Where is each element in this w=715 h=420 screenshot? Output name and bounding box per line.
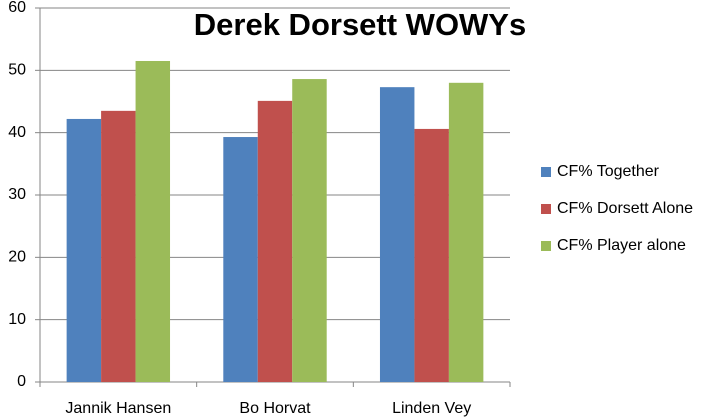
bar (292, 79, 327, 382)
x-tick-label: Jannik Hansen (65, 400, 171, 417)
chart-title: Derek Dorsett WOWYs (194, 7, 526, 42)
bar (223, 137, 258, 382)
legend-swatch (541, 241, 551, 251)
legend-swatch (541, 167, 551, 177)
y-tick-label: 40 (8, 124, 26, 141)
legend-label: CF% Together (557, 163, 660, 180)
y-tick-label: 60 (8, 0, 26, 16)
y-tick-label: 0 (17, 373, 26, 390)
bar (448, 82, 484, 383)
legend-label: CF% Player alone (557, 237, 686, 254)
bar (135, 60, 171, 382)
x-tick-label: Linden Vey (392, 400, 471, 417)
bar (66, 118, 102, 382)
x-tick-label: Bo Horvat (239, 400, 311, 417)
y-tick-label: 20 (8, 249, 26, 266)
y-tick-label: 10 (8, 311, 26, 328)
bar (379, 87, 415, 382)
legend-swatch (541, 204, 551, 214)
bar (101, 110, 136, 382)
legend-label: CF% Dorsett Alone (557, 200, 693, 217)
bar (257, 100, 293, 383)
y-tick-label: 30 (8, 186, 26, 203)
bar (414, 128, 449, 382)
y-tick-label: 50 (8, 62, 26, 79)
